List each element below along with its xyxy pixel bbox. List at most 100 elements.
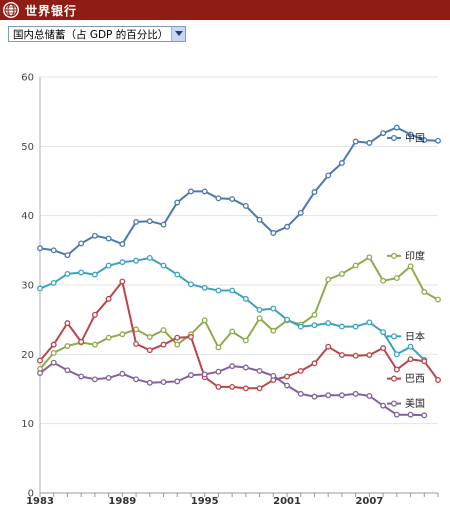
legend-entry-brazil: 巴西 <box>387 373 425 385</box>
data-point-india <box>393 275 400 282</box>
data-point-india <box>160 327 167 334</box>
data-point-japan <box>393 351 400 358</box>
indicator-dropdown[interactable]: 国内总储蓄（占 GDP 的百分比） <box>8 26 186 42</box>
data-point-china <box>256 216 263 223</box>
data-point-brazil <box>174 334 181 341</box>
data-point-japan <box>201 284 208 291</box>
data-point-usa <box>64 367 71 374</box>
data-point-brazil <box>366 352 373 358</box>
data-point-japan <box>270 305 277 312</box>
data-point-usa <box>146 379 153 386</box>
data-point-china <box>64 252 71 259</box>
data-point-india <box>270 327 277 334</box>
data-point-japan <box>256 307 263 313</box>
data-point-china <box>160 221 167 228</box>
x-tick-label: 1989 <box>108 496 136 507</box>
data-point-india <box>174 341 181 348</box>
data-point-brazil <box>64 320 71 327</box>
data-point-india <box>366 254 373 261</box>
data-point-japan <box>64 270 71 277</box>
data-point-japan <box>325 320 332 327</box>
data-point-india <box>242 337 249 344</box>
data-point-japan <box>366 319 373 326</box>
legend-label-china: 中国 <box>405 132 425 145</box>
data-point-brazil <box>91 311 98 318</box>
data-point-india <box>256 315 263 322</box>
data-point-brazil <box>325 343 332 350</box>
x-tick-label: 2007 <box>355 496 383 507</box>
data-point-usa <box>325 392 332 399</box>
data-point-japan <box>105 262 112 269</box>
data-point-india <box>435 296 441 303</box>
data-point-usa <box>311 393 318 400</box>
data-point-usa <box>133 376 140 383</box>
x-tick-label: 1995 <box>191 496 219 507</box>
data-point-usa <box>37 370 43 377</box>
data-point-india <box>133 326 140 333</box>
data-point-china <box>284 223 290 230</box>
data-point-brazil <box>338 352 345 358</box>
data-point-china <box>297 209 304 216</box>
data-point-brazil <box>133 340 140 347</box>
data-point-china <box>215 195 222 202</box>
data-point-china <box>325 172 332 179</box>
chevron-down-icon[interactable] <box>171 27 185 41</box>
chart-gridlines <box>40 76 438 425</box>
data-point-china <box>421 137 428 144</box>
data-point-japan <box>37 285 43 292</box>
data-point-japan <box>91 271 98 278</box>
chart-series <box>37 124 441 419</box>
data-point-india <box>338 270 345 277</box>
y-tick-label: 40 <box>21 211 34 222</box>
data-point-usa <box>393 411 400 418</box>
data-point-usa <box>160 379 167 386</box>
data-point-india <box>325 276 332 283</box>
data-point-japan <box>297 323 304 330</box>
data-point-japan <box>50 279 57 286</box>
data-point-china <box>407 131 414 138</box>
data-point-japan <box>188 281 194 288</box>
data-point-china <box>50 247 57 254</box>
data-point-japan <box>215 287 222 294</box>
data-point-india <box>91 341 98 348</box>
data-point-china <box>380 130 387 137</box>
data-point-usa <box>421 412 428 419</box>
data-point-brazil <box>146 347 153 354</box>
data-point-india <box>201 317 208 324</box>
series-japan <box>37 255 428 363</box>
data-point-china <box>119 241 126 248</box>
data-point-brazil <box>311 360 318 367</box>
world-bank-logo-icon <box>3 2 19 18</box>
data-point-japan <box>284 316 290 323</box>
data-point-china <box>91 232 98 239</box>
data-point-brazil <box>160 341 167 348</box>
data-point-usa <box>297 390 304 397</box>
data-point-brazil <box>215 383 222 390</box>
data-point-brazil <box>242 385 249 392</box>
data-point-china <box>78 240 85 247</box>
data-point-india <box>119 331 126 338</box>
series-brazil <box>37 278 441 392</box>
data-point-brazil <box>435 377 441 383</box>
data-point-japan <box>380 329 387 336</box>
data-point-india <box>352 262 359 269</box>
data-point-usa <box>174 378 181 385</box>
data-point-usa <box>91 376 98 383</box>
data-point-china <box>229 196 236 202</box>
data-point-usa <box>119 370 126 377</box>
data-point-india <box>215 344 222 351</box>
legend-swatch-marker <box>390 252 398 259</box>
data-point-china <box>105 235 112 242</box>
data-point-usa <box>50 359 57 366</box>
data-point-usa <box>284 382 290 389</box>
legend-swatch-marker <box>390 333 398 340</box>
chart-axes: 0 10 20 30 40 50 60 1983 1989 1995 2001 2007 <box>21 73 439 507</box>
data-point-usa <box>380 402 387 409</box>
data-point-usa <box>215 368 222 375</box>
data-point-china <box>146 218 153 225</box>
legend-entry-india: 印度 <box>387 249 425 262</box>
data-point-brazil <box>256 385 263 392</box>
legend-entry-china: 中国 <box>387 132 425 145</box>
data-point-usa <box>366 392 373 399</box>
data-point-india <box>407 263 414 270</box>
